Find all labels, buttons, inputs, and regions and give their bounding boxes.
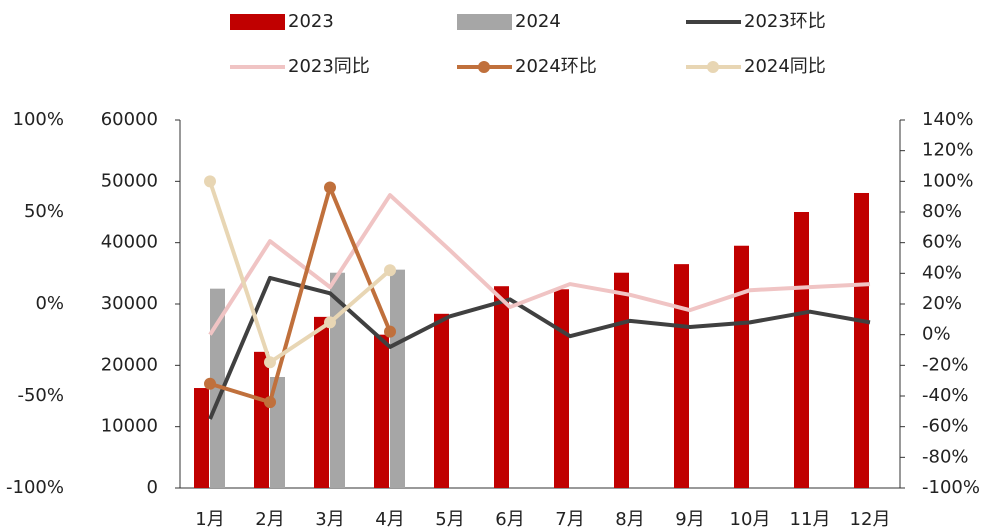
x-tick-label: 10月 xyxy=(730,509,771,530)
legend-marker xyxy=(478,61,490,73)
bar xyxy=(854,192,869,488)
y2-tick-label: 120% xyxy=(922,140,973,161)
bar xyxy=(390,269,405,488)
bar xyxy=(494,286,509,488)
x-tick-label: 11月 xyxy=(790,509,831,530)
x-tick-label: 8月 xyxy=(615,509,644,530)
y2-tick-label: 20% xyxy=(922,293,962,314)
bar xyxy=(794,212,809,488)
y2-tick-label: 140% xyxy=(922,109,973,130)
y3-tick-label: -50% xyxy=(17,385,64,406)
y2-tick-label: 100% xyxy=(922,170,973,191)
y2-tick-label: 60% xyxy=(922,232,962,253)
y-tick-label: 60000 xyxy=(101,109,158,130)
y2-tick-label: -60% xyxy=(922,416,969,437)
y3-tick-label: 100% xyxy=(13,109,64,130)
y3-tick-label: 50% xyxy=(24,201,64,222)
x-tick-label: 5月 xyxy=(435,509,464,530)
legend-label: 2023同比 xyxy=(288,56,370,77)
y3-tick-label: 0% xyxy=(35,293,64,314)
y2-tick-label: -20% xyxy=(922,354,969,375)
legend-swatch xyxy=(457,14,512,30)
legend-marker xyxy=(707,61,719,73)
legend-swatch xyxy=(230,14,285,30)
y3-tick-label: -100% xyxy=(6,477,64,498)
marker xyxy=(324,316,336,329)
y2-tick-label: -100% xyxy=(922,477,980,498)
bar xyxy=(194,388,209,488)
bar xyxy=(674,264,689,488)
y2-tick-label: 40% xyxy=(922,262,962,283)
bar xyxy=(314,316,329,488)
y2-tick-label: 0% xyxy=(922,324,951,345)
marker xyxy=(324,181,336,194)
y-tick-label: 10000 xyxy=(101,416,158,437)
bar xyxy=(434,313,449,488)
y-tick-label: 30000 xyxy=(101,293,158,314)
bar xyxy=(254,351,269,488)
marker xyxy=(264,396,276,409)
line xyxy=(208,180,392,365)
x-tick-label: 1月 xyxy=(195,509,224,530)
y2-tick-label: 80% xyxy=(922,201,962,222)
legend-label: 2024 xyxy=(515,11,561,32)
y-tick-label: 0 xyxy=(147,477,158,498)
legend-label: 2023环比 xyxy=(744,11,826,32)
y2-tick-label: -40% xyxy=(922,385,969,406)
legend-label: 2023 xyxy=(288,11,334,32)
marker xyxy=(264,356,276,369)
y-tick-label: 20000 xyxy=(101,354,158,375)
x-tick-label: 3月 xyxy=(315,509,344,530)
bar xyxy=(614,272,629,488)
bar xyxy=(210,288,225,488)
bar xyxy=(734,245,749,488)
x-tick-label: 9月 xyxy=(675,509,704,530)
bar xyxy=(374,334,389,488)
x-tick-label: 7月 xyxy=(555,509,584,530)
y-tick-label: 40000 xyxy=(101,232,158,253)
x-tick-label: 2月 xyxy=(255,509,284,530)
marker xyxy=(384,325,396,338)
bar xyxy=(554,289,569,488)
x-tick-label: 12月 xyxy=(850,509,891,530)
y2-tick-label: -80% xyxy=(922,446,969,467)
legend-label: 2024环比 xyxy=(515,56,597,77)
marker xyxy=(204,377,216,390)
y-tick-label: 50000 xyxy=(101,170,158,191)
line xyxy=(208,275,871,420)
marker xyxy=(204,175,216,188)
x-tick-label: 6月 xyxy=(495,509,524,530)
x-tick-label: 4月 xyxy=(375,509,404,530)
line xyxy=(208,193,871,336)
line xyxy=(209,185,392,405)
marker xyxy=(384,264,396,277)
legend-label: 2024同比 xyxy=(744,56,826,77)
